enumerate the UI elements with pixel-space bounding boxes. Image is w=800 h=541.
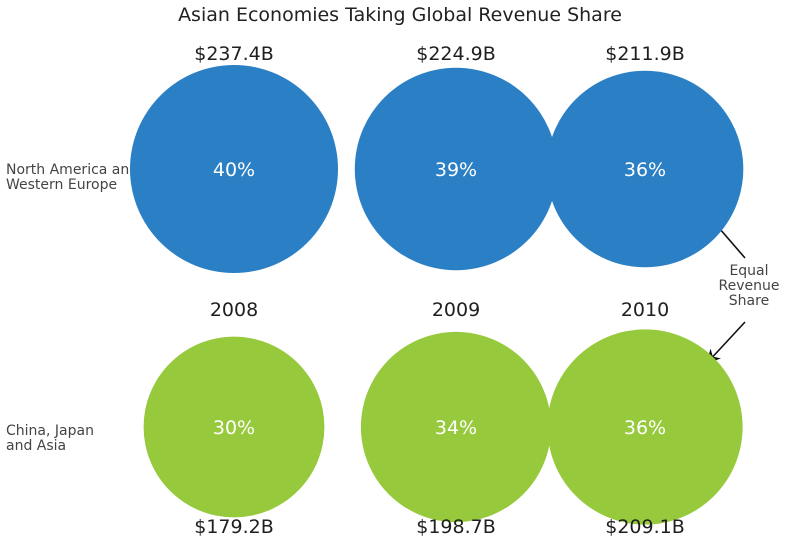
year-label-2009: 2009 [432, 299, 480, 321]
share-label-north-america-western-europe-2009: 39% [435, 159, 477, 181]
bubble-north-america-western-europe-2010 [546, 70, 744, 268]
series-label-china-japan-asia: China, Japan and Asia [6, 423, 94, 454]
revenue-label-china-japan-asia-2010: $209.1B [605, 516, 685, 538]
share-label-china-japan-asia-2009: 34% [435, 417, 477, 439]
share-label-north-america-western-europe-2008: 40% [213, 159, 255, 181]
revenue-label-north-america-western-europe-2010: $211.9B [605, 43, 685, 65]
revenue-label-china-japan-asia-2009: $198.7B [416, 516, 496, 538]
bubble-china-japan-asia-2010 [547, 329, 743, 525]
share-label-china-japan-asia-2008: 30% [213, 417, 255, 439]
revenue-label-china-japan-asia-2008: $179.2B [194, 516, 274, 538]
revenue-label-north-america-western-europe-2009: $224.9B [416, 43, 496, 65]
revenue-label-north-america-western-europe-2008: $237.4B [194, 43, 274, 65]
bubble-china-japan-asia-2009 [360, 331, 552, 523]
annotation-arrow-down [706, 321, 746, 365]
equal-revenue-share-annotation: Equal Revenue Share [718, 263, 780, 309]
share-label-china-japan-asia-2010: 36% [624, 417, 666, 439]
year-label-2010: 2010 [621, 299, 669, 321]
chart-title: Asian Economies Taking Global Revenue Sh… [178, 4, 622, 26]
series-label-north-america-western-europe: North America and Western Europe [6, 162, 139, 193]
bubble-north-america-western-europe-2008 [130, 65, 338, 273]
bubble-china-japan-asia-2008 [143, 336, 325, 518]
bubble-north-america-western-europe-2009 [354, 67, 558, 271]
share-label-north-america-western-europe-2010: 36% [624, 159, 666, 181]
year-label-2008: 2008 [210, 299, 258, 321]
